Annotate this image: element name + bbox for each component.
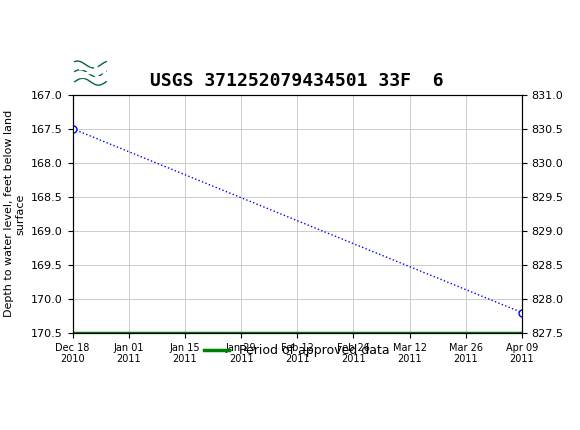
FancyBboxPatch shape [75,56,106,90]
Text: ≡USGS: ≡USGS [77,64,153,83]
Y-axis label: Depth to water level, feet below land
surface: Depth to water level, feet below land su… [4,110,26,317]
Text: USGS: USGS [106,64,157,82]
Legend: Period of approved data: Period of approved data [200,339,395,362]
Title: USGS 371252079434501 33F  6: USGS 371252079434501 33F 6 [150,72,444,90]
